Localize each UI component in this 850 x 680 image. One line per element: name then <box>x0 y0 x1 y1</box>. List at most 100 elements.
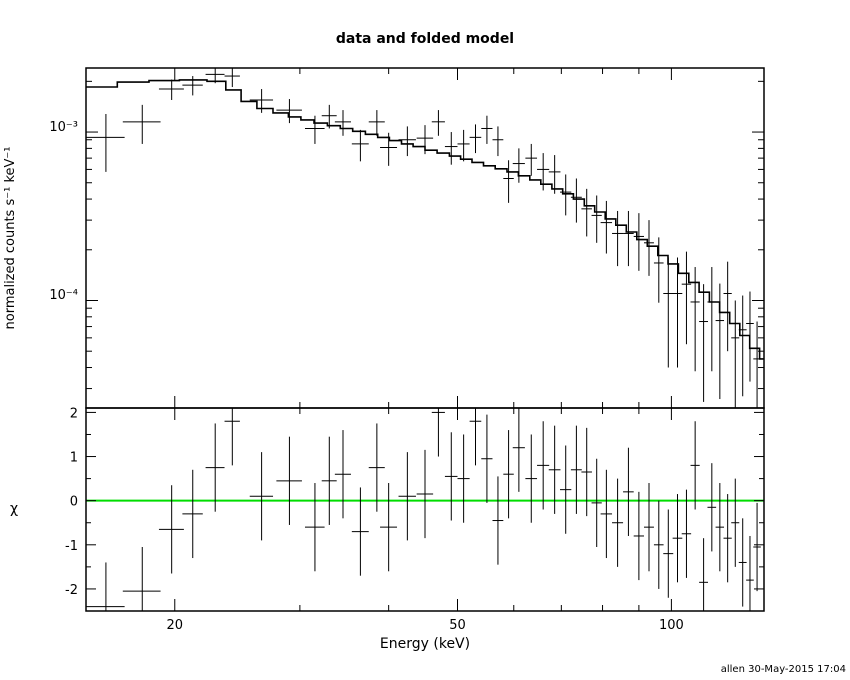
data-point <box>581 188 592 237</box>
residual-point <box>158 485 184 574</box>
data-point <box>444 132 458 165</box>
residual-point <box>548 425 561 514</box>
residual-point <box>492 476 504 565</box>
residual-point <box>753 502 761 592</box>
residual-point <box>457 434 470 523</box>
data-point <box>351 129 369 162</box>
residual-point <box>224 408 240 466</box>
model-step-line <box>86 79 764 360</box>
data-point <box>731 300 740 408</box>
residual-point <box>746 535 754 611</box>
residual-point <box>205 423 225 512</box>
data-point <box>398 126 416 157</box>
residual-point <box>653 500 664 589</box>
residual-point <box>643 483 654 572</box>
data-point <box>707 267 717 372</box>
residual-point <box>276 436 302 525</box>
x-tick-label: 100 <box>659 618 684 633</box>
data-point <box>723 261 732 352</box>
residual-point <box>612 478 624 567</box>
residual-point <box>570 425 582 514</box>
top-y-axis-label: normalized counts s⁻¹ keV⁻¹ <box>3 147 18 330</box>
y-tick-label-1e-3: 10⁻³ <box>49 120 78 135</box>
residual-point <box>560 445 572 534</box>
residual-point <box>481 414 493 503</box>
y-tick-label-1e-4: 10⁻⁴ <box>49 288 78 303</box>
y-tick-label: -2 <box>65 583 78 598</box>
data-point <box>746 291 754 382</box>
residual-point <box>672 494 683 583</box>
y-tick-label: -1 <box>65 539 78 554</box>
data-point <box>224 68 240 88</box>
residual-point <box>525 434 538 523</box>
residual-point <box>537 421 550 510</box>
residual-point <box>503 430 514 519</box>
data-point <box>623 210 634 267</box>
residual-point <box>86 562 125 611</box>
data-point <box>122 104 161 144</box>
residual-point <box>738 518 747 607</box>
residual-point <box>334 430 351 519</box>
residual-point <box>623 447 634 536</box>
data-point <box>380 132 398 166</box>
x-tick-label: 50 <box>449 618 466 633</box>
data-point <box>182 76 203 96</box>
residual-point <box>699 538 709 611</box>
residual-point <box>690 421 700 510</box>
bottom-y-axis-label: χ <box>10 501 18 517</box>
data-point <box>334 110 351 136</box>
bottom-panel: 20 50 100 -2 -1 0 1 2 Energy (keV) χ <box>10 406 765 652</box>
residual-point <box>398 452 416 541</box>
data-point <box>525 143 538 176</box>
data-point <box>416 125 434 155</box>
data-point <box>570 178 582 223</box>
data-point <box>672 257 683 368</box>
residual-point <box>249 452 274 541</box>
residual-point <box>321 436 337 525</box>
data-point <box>481 115 493 144</box>
residual-point <box>416 449 434 539</box>
data-point <box>431 110 445 136</box>
data-point <box>690 267 700 372</box>
data-point <box>512 148 525 183</box>
data-point <box>249 89 274 113</box>
data-point <box>753 321 761 408</box>
residual-point <box>512 408 525 492</box>
bottom-axes: 20 50 100 -2 -1 0 1 2 <box>65 406 764 633</box>
residual-point <box>707 463 717 552</box>
data-point <box>738 295 747 397</box>
data-point <box>469 124 482 154</box>
data-point <box>612 210 624 267</box>
data-point <box>699 284 709 402</box>
data-point <box>457 129 470 162</box>
data-point <box>681 251 692 345</box>
top-plot-frame <box>85 67 765 409</box>
data-point <box>368 110 385 136</box>
residual-point <box>444 432 458 521</box>
residual-point <box>581 427 592 517</box>
residual-point <box>633 491 644 581</box>
data-point <box>548 155 561 194</box>
data-point <box>591 195 602 243</box>
data-point <box>537 153 550 191</box>
residual-point <box>469 408 482 466</box>
residual-point <box>591 458 602 548</box>
bottom-plot-frame <box>85 407 765 612</box>
chart-title: data and folded model <box>336 31 514 47</box>
data-point <box>600 200 613 254</box>
top-panel: 10⁻³ 10⁻⁴ normalized counts s⁻¹ keV⁻¹ <box>3 67 765 409</box>
residual-point <box>380 483 398 572</box>
residual-point <box>723 494 732 583</box>
data-points <box>86 68 761 408</box>
data-point <box>158 79 184 100</box>
data-point <box>633 213 644 271</box>
data-point <box>643 220 654 276</box>
data-point <box>560 174 572 216</box>
data-point <box>86 113 125 172</box>
data-point <box>321 104 337 129</box>
residual-point <box>681 489 692 578</box>
residual-point <box>368 423 385 512</box>
data-point <box>503 160 514 203</box>
residual-point <box>351 487 369 576</box>
data-point <box>715 283 725 400</box>
